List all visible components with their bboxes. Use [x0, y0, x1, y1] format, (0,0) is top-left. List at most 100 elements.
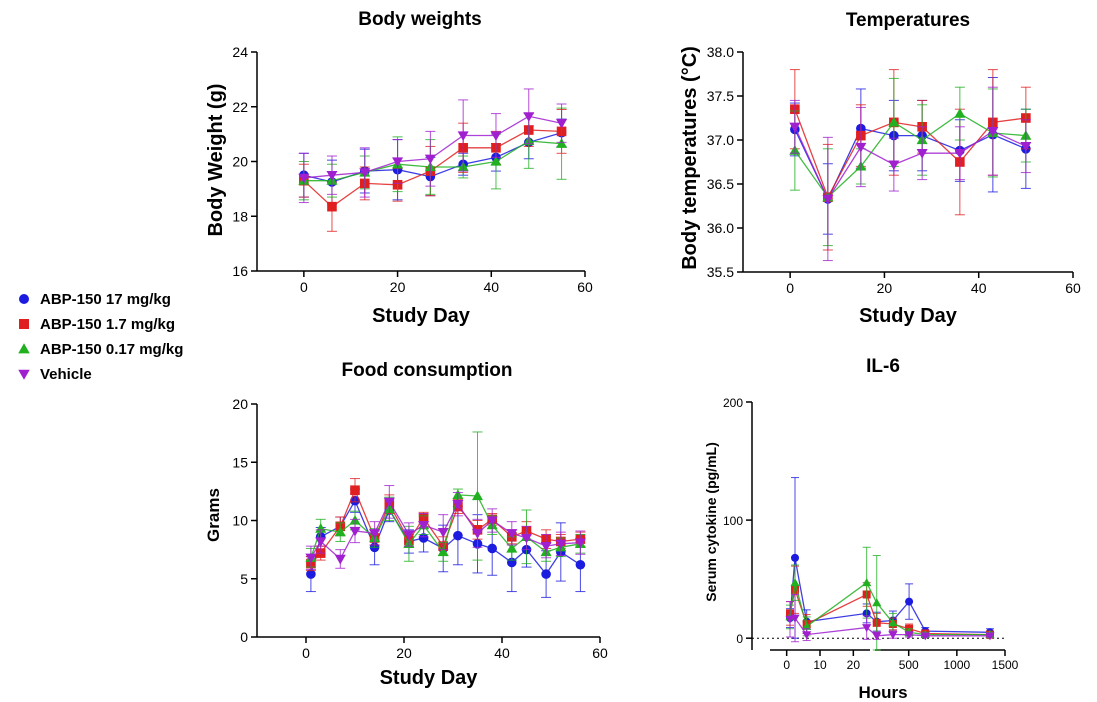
x-axis-title: Study Day — [380, 667, 479, 689]
series-3 — [789, 77, 1032, 247]
data-point — [334, 526, 346, 537]
x-tick-label: 0 — [786, 280, 794, 296]
legend-label: ABP-150 0.17 mg/kg — [40, 341, 183, 358]
data-point — [369, 529, 381, 539]
data-point — [490, 155, 502, 166]
data-point — [418, 521, 430, 531]
legend-label: ABP-150 1.7 mg/kg — [40, 316, 175, 333]
x-tick-label: 10 — [813, 658, 827, 672]
x-tick-label: 1000 — [944, 658, 971, 672]
series-4 — [305, 485, 586, 570]
data-point — [802, 631, 812, 640]
series-1 — [786, 477, 994, 639]
data-point — [418, 533, 429, 543]
data-point — [790, 614, 800, 623]
y-tick-label: 20 — [232, 154, 248, 170]
data-point — [327, 201, 337, 212]
data-point — [574, 538, 586, 549]
series-4 — [298, 88, 568, 204]
data-point — [471, 529, 484, 539]
chart-panel-3: Food consumption 0 5 10 15 20 0 20 40 60 Study Day… — [204, 360, 608, 689]
data-point — [802, 621, 812, 630]
data-point — [987, 127, 999, 137]
y-axis-title: Body Weight (g) — [205, 84, 227, 237]
series-2 — [305, 478, 586, 572]
x-tick-label: 0 — [302, 645, 310, 661]
y-tick-label: 0 — [240, 629, 248, 645]
series-4 — [789, 86, 1032, 262]
data-point — [305, 553, 317, 564]
y-axis-title: Serum cytokine (pg/mL) — [703, 442, 719, 601]
data-point — [349, 526, 361, 537]
x-tick-label: 20 — [396, 645, 412, 661]
data-point — [350, 485, 360, 496]
data-point — [490, 131, 502, 142]
data-point — [506, 529, 518, 539]
x-axis-title: Hours — [858, 683, 907, 702]
data-point — [326, 171, 338, 181]
data-point — [862, 624, 872, 633]
data-point — [453, 530, 463, 541]
y-tick-label: 37.0 — [707, 132, 734, 148]
y-tick-label: 37.5 — [707, 88, 734, 104]
legend-item: ABP-150 17 mg/kg — [19, 291, 171, 308]
legend-marker — [18, 343, 30, 354]
series-line — [794, 112, 1026, 199]
data-point — [506, 542, 518, 553]
data-point — [905, 597, 914, 606]
data-point — [403, 530, 415, 540]
x-tick-label: 500 — [899, 658, 919, 672]
data-point — [298, 173, 310, 184]
y-tick-label: 36.5 — [707, 176, 734, 192]
data-point — [487, 543, 498, 554]
data-point — [985, 632, 995, 641]
data-point — [437, 546, 449, 557]
legend-label: ABP-150 17 mg/kg — [40, 291, 171, 308]
y-tick-label: 24 — [232, 44, 248, 60]
chart-title: IL-6 — [866, 356, 900, 377]
series-line — [794, 126, 1027, 201]
data-point — [383, 497, 395, 508]
data-point — [437, 528, 449, 538]
data-point — [822, 194, 834, 205]
x-tick-label: 20 — [847, 658, 861, 672]
legend: ABP-150 17 mg/kg ABP-150 1.7 mg/kg ABP-150… — [18, 291, 183, 383]
legend-item: ABP-150 1.7 mg/kg — [19, 316, 175, 333]
x-tick-label: 1500 — [992, 658, 1019, 672]
data-point — [520, 533, 533, 544]
data-point — [888, 160, 900, 171]
x-tick-label: 60 — [592, 645, 608, 661]
y-axis-title: Body temperatures (°C) — [679, 46, 701, 270]
y-tick-label: 5 — [240, 571, 248, 587]
legend-marker — [19, 294, 29, 304]
y-tick-label: 0 — [736, 632, 743, 646]
data-point — [424, 154, 436, 165]
data-point — [471, 490, 484, 501]
data-point — [359, 168, 371, 178]
x-tick-label: 0 — [783, 658, 790, 672]
y-tick-label: 38.0 — [707, 44, 734, 60]
data-point — [862, 578, 872, 587]
data-point — [556, 119, 568, 129]
chart-panel-2: Temperatures 35.5 36.0 36.5 37.0 37.5 38.0 0 20 4… — [679, 10, 1081, 327]
legend-item: Vehicle — [18, 366, 92, 383]
data-point — [855, 142, 867, 153]
x-tick-label: 40 — [971, 280, 987, 296]
data-point — [1020, 142, 1032, 152]
x-tick-label: 40 — [494, 645, 510, 661]
data-point — [916, 149, 928, 159]
data-point — [523, 112, 535, 122]
data-point — [954, 108, 966, 118]
chart-panel-1: Body weights 16 18 20 22 24 0 20 40 60 Study Day Bo… — [205, 9, 593, 327]
legend-label: Vehicle — [40, 366, 92, 383]
data-point — [790, 578, 800, 587]
data-point — [556, 138, 568, 148]
data-point — [334, 554, 346, 565]
legend-marker — [19, 319, 29, 329]
data-point — [540, 541, 552, 552]
x-axis-title: Study Day — [859, 305, 958, 327]
data-point — [872, 598, 882, 607]
y-tick-label: 35.5 — [707, 264, 734, 280]
series-2 — [789, 69, 1031, 251]
